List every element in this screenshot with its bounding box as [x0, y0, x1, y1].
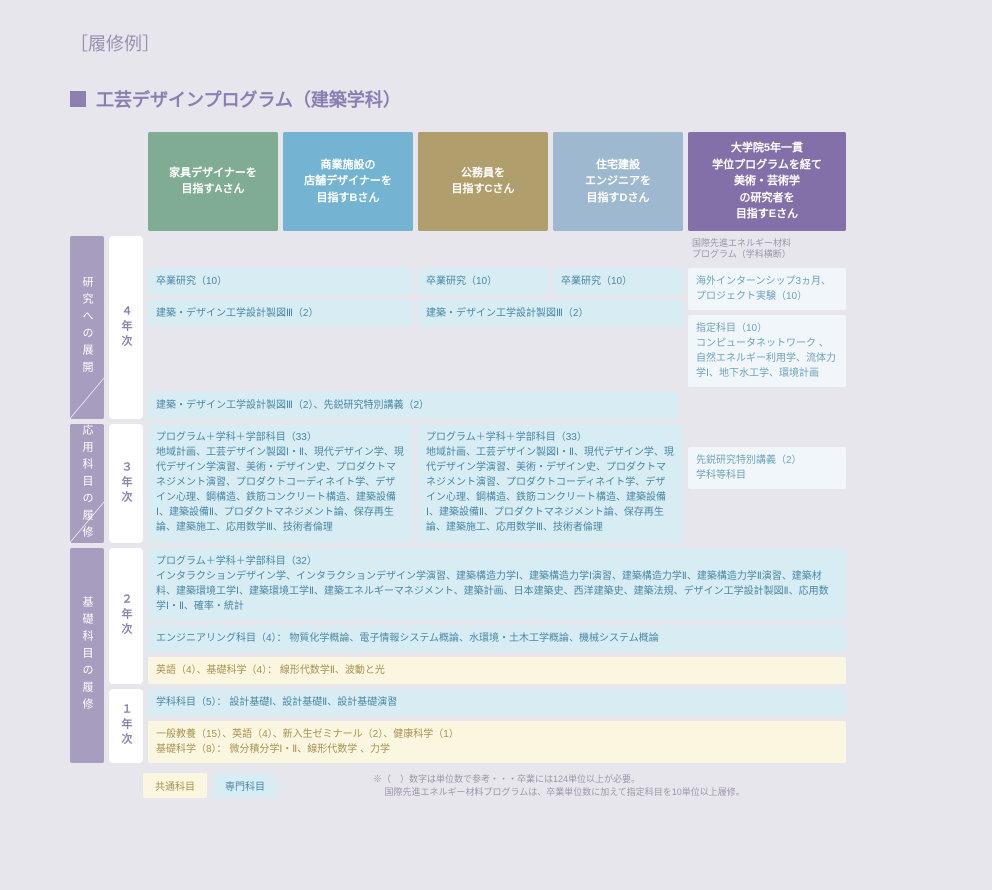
y2-eng: エンジニアリング科目（4）： 物質化学概論、電子情報システム概論、水環境・土木工… [148, 625, 846, 652]
year-4: ４年次 [109, 236, 143, 419]
person-e: 大学院5年一貫 学位プログラムを経て 美術・芸術学 の研究者を 目指すEさん [688, 132, 846, 231]
y4-content: 国際先進エネルギー材料 プログラム（学科横断） 卒業研究（10） 建築・デザイン… [148, 236, 846, 419]
page-header: ［履修例］ [70, 30, 962, 56]
legend-common: 共通科目 [143, 773, 207, 798]
side-research: 研究への展開 [70, 236, 104, 419]
y2-program: プログラム＋学科＋学部科目（32） インタラクションデザイン学、インタラクション… [148, 548, 846, 620]
y3-content: プログラム＋学科＋学部科目（33） 地域計画、工芸デザイン製図Ⅰ・Ⅱ、現代デザイ… [148, 424, 846, 543]
y4-full-design: 建築・デザイン工学設計製図Ⅲ（2）、先鋭研究特別講義（2） [148, 392, 678, 419]
curriculum-grid: 家具デザイナーを 目指すAさん 商業施設の 店舗デザイナーを 目指すBさん 公務… [70, 132, 962, 763]
year-2: ２年次 [109, 548, 143, 684]
y4-a-design: 建築・デザイン工学設計製図Ⅲ（2） [148, 300, 413, 327]
person-c: 公務員を 目指すCさん [418, 132, 548, 231]
y2-content: プログラム＋学科＋学部科目（32） インタラクションデザイン学、インタラクション… [148, 548, 846, 684]
footnote-1: ※（ ）数字は単位数で参考・・・卒業には124単位以上が必要。 [373, 773, 745, 787]
legend-row: 共通科目 専門科目 ※（ ）数字は単位数で参考・・・卒業には124単位以上が必要… [143, 773, 962, 800]
y1-dept: 学科科目（5）： 設計基礎Ⅰ、設計基礎Ⅱ、設計基礎演習 [148, 689, 846, 716]
legend-senmon: 専門科目 [213, 773, 277, 798]
y3-ab-program: プログラム＋学科＋学部科目（33） 地域計画、工芸デザイン製図Ⅰ・Ⅱ、現代デザイ… [148, 424, 413, 543]
side-applied: 応用科目の履修 [70, 424, 104, 543]
y1-content: 学科科目（5）： 設計基礎Ⅰ、設計基礎Ⅱ、設計基礎演習 一般教養（15）、英語（… [148, 689, 846, 763]
side-basic: 基礎科目の履修 [70, 548, 104, 763]
y4-c-grad: 卒業研究（10） [418, 268, 548, 295]
y4-d-grad: 卒業研究（10） [553, 268, 683, 295]
y3-e-adv: 先鋭研究特別講義（2） 学科等科目 [688, 447, 846, 489]
person-d: 住宅建設 エンジニアを 目指すDさん [553, 132, 683, 231]
y2-eng-math: 英語（4）、基礎科学（4）： 線形代数学Ⅱ、波動と光 [148, 657, 846, 684]
title-row: 工芸デザインプログラム（建築学科） [70, 86, 962, 112]
person-a: 家具デザイナーを 目指すAさん [148, 132, 278, 231]
col-e-subhead: 国際先進エネルギー材料 プログラム（学科横断） [688, 236, 846, 263]
y1-gen: 一般教養（15）、英語（4）、新入生ゼミナール（2）、健康科学（1） 基礎科学（… [148, 721, 846, 763]
footnotes: ※（ ）数字は単位数で参考・・・卒業には124単位以上が必要。 国際先進エネルギ… [373, 773, 745, 800]
y4-e-designated: 指定科目（10） コンピュータネットワーク 、自然エネルギー利用学、流体力学Ⅰ、… [688, 315, 846, 387]
person-b: 商業施設の 店舗デザイナーを 目指すBさん [283, 132, 413, 231]
y4-e-intern: 海外インターンシップ3ヵ月、 プロジェクト実験（10） [688, 268, 846, 310]
year-1: １年次 [109, 689, 143, 763]
year-3: ３年次 [109, 424, 143, 543]
y4-a-grad: 卒業研究（10） [148, 268, 413, 295]
title-square-icon [70, 91, 86, 107]
page-title: 工芸デザインプログラム（建築学科） [96, 86, 401, 112]
header-blank [70, 132, 143, 231]
y3-cd-program: プログラム＋学科＋学部科目（33） 地域計画、工芸デザイン製図Ⅰ・Ⅱ、現代デザイ… [418, 424, 683, 543]
footnote-2: 国際先進エネルギー材料プログラムは、卒業単位数に加えて指定科目を10単位以上履修… [373, 786, 745, 800]
